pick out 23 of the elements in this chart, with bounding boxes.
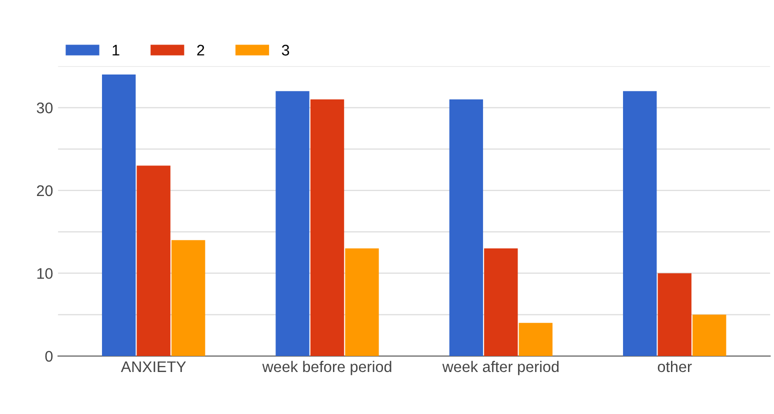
y-tick-label: 30 [36, 102, 53, 114]
bar [518, 322, 553, 356]
bar [692, 314, 726, 356]
bar [345, 248, 379, 356]
bar [136, 166, 170, 356]
y-tick-label: 10 [37, 268, 53, 279]
bar [171, 240, 206, 356]
legend-label: 2 [197, 44, 204, 56]
bar [276, 91, 310, 356]
legend-label: 3 [282, 44, 290, 56]
bar [449, 99, 484, 356]
x-tick-label: week before period [262, 360, 392, 376]
bar [484, 248, 518, 356]
y-tick-label: 0 [45, 350, 53, 362]
bar [310, 99, 344, 356]
legend-label: 1 [112, 44, 120, 56]
y-tick-label: 20 [36, 185, 53, 196]
x-tick-label: ANXIETY [120, 361, 186, 372]
x-tick-label: other [658, 360, 692, 372]
bar [102, 74, 136, 356]
x-tick-label: week after period [442, 360, 559, 376]
bar [658, 273, 692, 356]
bar [623, 91, 657, 356]
